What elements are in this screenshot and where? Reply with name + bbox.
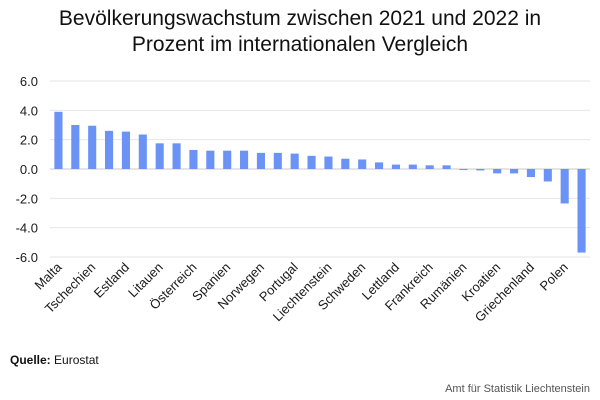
bar (256, 152, 265, 169)
chart-title-line-1: Bevölkerungswachstum zwischen 2021 und 2… (58, 7, 542, 30)
y-axis: 6.0 4.0 2.0 0.0 -2.0 -4.0 -6.0 (16, 74, 38, 265)
y-tick-label: -6.0 (16, 250, 38, 265)
y-tick-label: -4.0 (16, 221, 38, 236)
bar (273, 152, 282, 169)
source-label: Quelle: (10, 353, 51, 367)
bar (240, 150, 249, 169)
gridlines (50, 80, 590, 258)
bar (105, 130, 114, 169)
chart-title: Bevölkerungswachstum zwischen 2021 und 2… (0, 6, 600, 58)
x-tick-label: Estland (91, 260, 132, 301)
bar (341, 158, 350, 169)
source-value: Eurostat (54, 353, 99, 367)
bar (189, 149, 198, 169)
y-tick-label: -2.0 (16, 191, 38, 206)
bar (155, 143, 164, 169)
bar (71, 125, 80, 169)
chart-title-line-2: Prozent im internationalen Vergleich (131, 33, 469, 56)
bar (290, 153, 299, 169)
bar (476, 169, 485, 171)
bars (54, 111, 586, 253)
bar (358, 159, 367, 169)
bar (391, 164, 400, 169)
bar (121, 131, 130, 169)
bar (223, 150, 232, 169)
bar (172, 143, 181, 169)
y-tick-label: 4.0 (20, 103, 38, 118)
bar (375, 162, 384, 169)
bar (577, 169, 586, 253)
bar (560, 169, 569, 204)
bar (408, 164, 417, 169)
y-tick-label: 6.0 (20, 74, 38, 89)
credit-text: Amt für Statistik Liechtenstein (445, 383, 590, 395)
bar (510, 169, 519, 174)
bar (307, 155, 316, 169)
source-note: Quelle: Eurostat (10, 353, 99, 367)
x-tick-label: Polen (537, 260, 571, 294)
y-tick-label: 2.0 (20, 133, 38, 148)
bar (324, 156, 333, 169)
bar (138, 134, 147, 169)
y-tick-label: 0.0 (20, 162, 38, 177)
bar (54, 111, 63, 169)
bar (543, 169, 552, 182)
bar (526, 169, 535, 178)
bar (425, 165, 434, 169)
bar (206, 150, 215, 169)
bar (459, 169, 468, 170)
bar (88, 125, 97, 169)
bar (493, 169, 502, 174)
bar (442, 165, 451, 169)
x-axis: MaltaTschechienEstlandLitauenÖsterreichS… (31, 259, 570, 325)
